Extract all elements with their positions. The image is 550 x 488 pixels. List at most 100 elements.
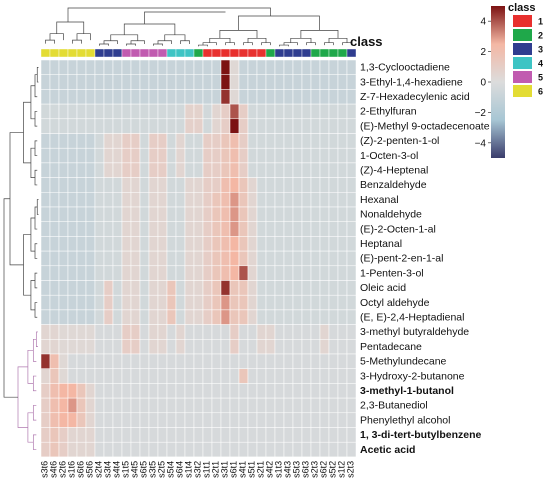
heatmap-cell [319, 309, 330, 325]
heatmap-cell [58, 59, 69, 75]
heatmap-cell [274, 74, 285, 90]
heatmap-cell [247, 368, 258, 384]
heatmap-cell [94, 74, 105, 90]
heatmap-cell [103, 324, 114, 340]
heatmap-cell [184, 368, 195, 384]
heatmap-cell [139, 324, 150, 340]
heatmap-cell [220, 177, 231, 193]
heatmap-cell [94, 368, 105, 384]
heatmap-cell [166, 59, 177, 75]
heatmap-cell [175, 89, 186, 105]
heatmap-cell [76, 89, 87, 105]
heatmap-cell [229, 265, 240, 281]
heatmap-cell [130, 59, 141, 75]
heatmap-cell [256, 368, 267, 384]
heatmap-cell [85, 353, 96, 369]
row-label: Acetic acid [360, 444, 415, 456]
heatmap-cell [184, 265, 195, 281]
heatmap-cell [346, 236, 357, 252]
heatmap-cell [202, 339, 213, 355]
dendrogram-branch [30, 85, 36, 120]
heatmap-cell [229, 441, 240, 458]
heatmap-cell [283, 324, 294, 340]
heatmap-cell [103, 236, 114, 252]
heatmap-cell [310, 221, 321, 237]
heatmap-cell [256, 441, 267, 458]
heatmap-cell [301, 324, 312, 340]
heatmap-cell [76, 280, 87, 296]
heatmap-cell [310, 59, 321, 75]
heatmap-cell [58, 133, 69, 149]
heatmap-cell [229, 368, 240, 384]
column-dendrogram [45, 7, 352, 47]
heatmap-cell [337, 324, 348, 340]
heatmap-cell [301, 441, 312, 458]
heatmap-cell [283, 441, 294, 458]
heatmap-cell [301, 177, 312, 193]
heatmap-cell [301, 236, 312, 252]
heatmap-cell [346, 133, 357, 149]
class-bar-cell [310, 48, 321, 58]
heatmap-cell [328, 353, 339, 369]
heatmap-cell [274, 162, 285, 178]
heatmap-cell [112, 250, 123, 267]
heatmap-cell [274, 265, 285, 281]
heatmap-cell [166, 368, 177, 384]
heatmap-cell [58, 221, 69, 237]
heatmap-cell [265, 236, 276, 252]
heatmap-cell [301, 250, 312, 267]
dendrogram-branch [209, 37, 231, 43]
class-bar-cell [184, 48, 195, 58]
heatmap-cell [202, 427, 213, 443]
heatmap-cell [184, 309, 195, 325]
heatmap-cell [166, 221, 177, 237]
dendrogram-branch [110, 34, 139, 41]
heatmap-cell [76, 339, 87, 355]
heatmap-cell [292, 221, 303, 237]
heatmap-cell [49, 59, 60, 75]
heatmap-cell [265, 206, 276, 222]
heatmap-cell [211, 383, 222, 399]
dendrogram-branch [144, 11, 226, 24]
heatmap-cell [346, 324, 357, 340]
heatmap-cell [292, 206, 303, 222]
heatmap-cell [130, 383, 141, 399]
row-label: Hexanal [360, 194, 399, 206]
heatmap-cell [76, 206, 87, 222]
heatmap-cell [238, 353, 249, 369]
heatmap-cell [157, 59, 168, 75]
column-label: s3t2 [192, 461, 202, 478]
heatmap-cell [193, 265, 204, 281]
heatmap-cell [175, 59, 186, 75]
heatmap-cell [229, 412, 240, 428]
heatmap-cell [184, 89, 195, 105]
heatmap-cell [112, 368, 123, 384]
heatmap-cell [166, 383, 177, 399]
heatmap-cell [283, 133, 294, 149]
heatmap-cell [40, 339, 51, 355]
heatmap-cell [274, 118, 285, 134]
heatmap-cell [58, 339, 69, 355]
class-bar-cell [85, 48, 96, 58]
heatmap-cell [292, 280, 303, 296]
heatmap-cell [220, 59, 231, 75]
heatmap-cell [49, 206, 60, 222]
heatmap-cell [265, 59, 276, 75]
heatmap-cell [166, 397, 177, 414]
heatmap-cell [229, 59, 240, 75]
heatmap-cell [319, 324, 330, 340]
heatmap-cell [247, 74, 258, 90]
heatmap-cell [157, 441, 168, 458]
heatmap-cell [202, 441, 213, 458]
heatmap-cell [220, 324, 231, 340]
heatmap-cell [310, 383, 321, 399]
heatmap-cell [265, 133, 276, 149]
heatmap-cell [58, 265, 69, 281]
heatmap-cell [211, 103, 222, 120]
column-label: s2t5 [156, 461, 166, 478]
heatmap-cell [139, 441, 150, 458]
column-label: s6t4 [174, 461, 184, 478]
heatmap-cell [229, 250, 240, 267]
heatmap-cell [346, 280, 357, 296]
heatmap-cell [148, 192, 159, 208]
